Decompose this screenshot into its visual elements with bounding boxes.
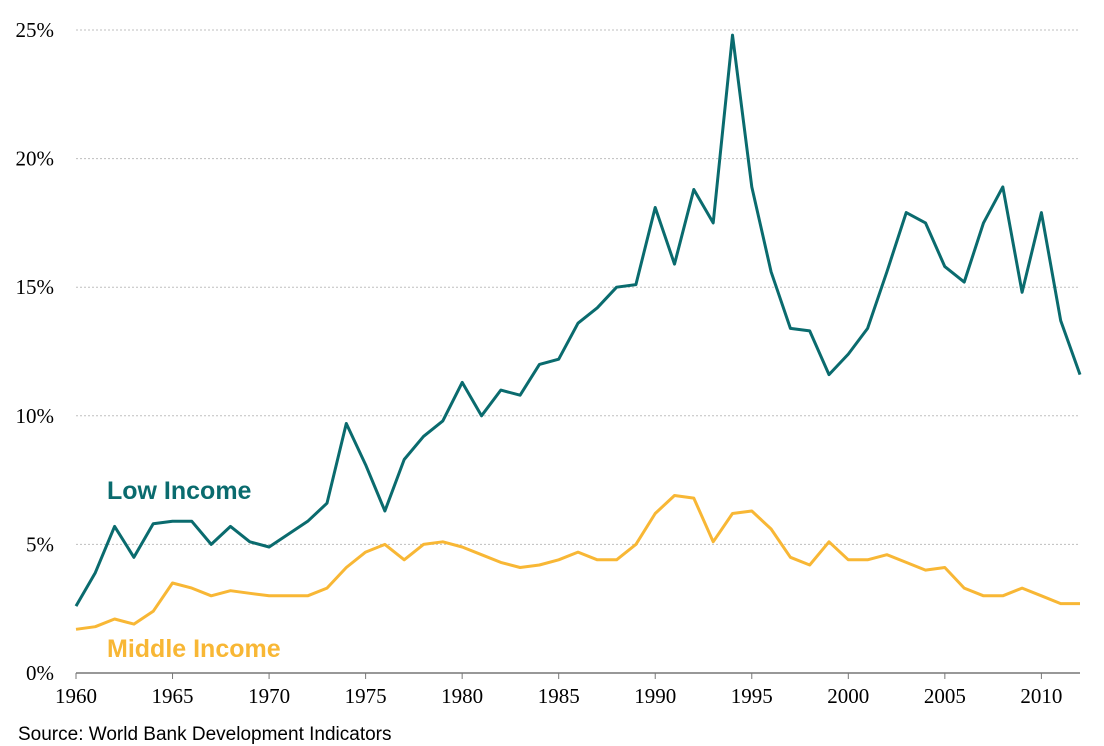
x-tick-label: 1990 [634, 684, 676, 708]
x-tick-label: 2005 [924, 684, 966, 708]
series-label: Middle Income [107, 635, 281, 663]
y-tick-label: 5% [26, 532, 54, 556]
y-tick-label: 25% [16, 18, 55, 42]
series-line [74, 33, 1082, 607]
y-tick-label: 10% [16, 404, 55, 428]
source-note: Source: World Bank Development Indicator… [18, 724, 392, 745]
x-tick-label: 1975 [345, 684, 387, 708]
x-tick-label: 1980 [441, 684, 483, 708]
y-tick-label: 15% [16, 275, 55, 299]
x-tick-label: 2010 [1020, 684, 1062, 708]
x-tick-label: 1985 [538, 684, 580, 708]
x-tick-label: 1970 [248, 684, 290, 708]
series-line [75, 494, 1080, 631]
x-tick-label: 2000 [827, 684, 869, 708]
x-tick-label: 1965 [152, 684, 194, 708]
y-tick-label: 20% [16, 147, 55, 171]
x-tick-label: 1960 [55, 684, 97, 708]
series-label: Low Income [107, 477, 252, 505]
x-tick-label: 1995 [731, 684, 773, 708]
y-tick-label: 0% [26, 661, 54, 685]
